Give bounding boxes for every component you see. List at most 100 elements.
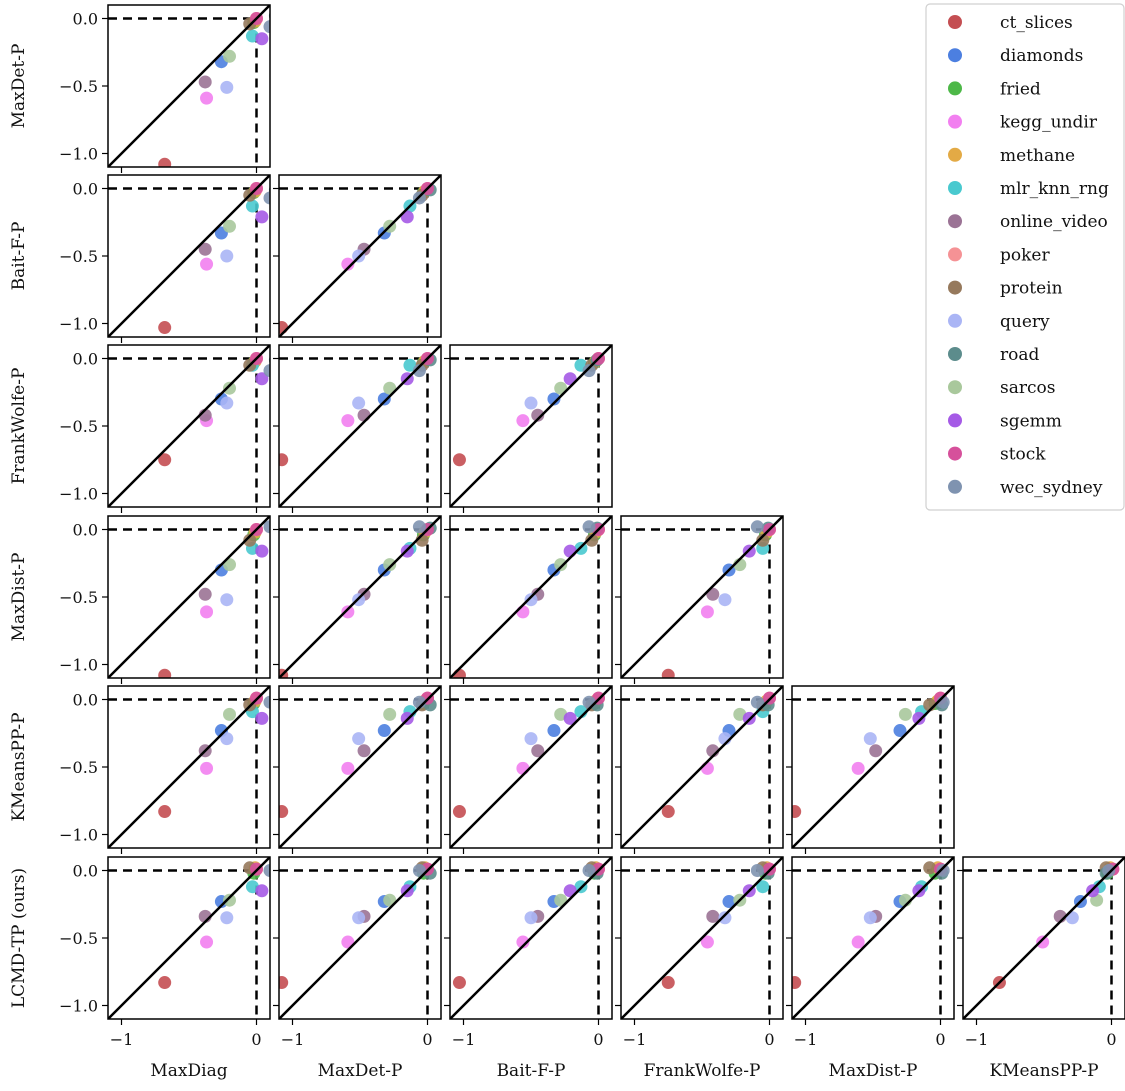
legend-marker xyxy=(948,181,962,195)
panel-2-2 xyxy=(444,344,613,513)
legend-marker xyxy=(948,413,962,428)
point-kegg_undir xyxy=(700,761,714,775)
legend-item-diamonds: diamonds xyxy=(948,46,1083,66)
panel-4-4 xyxy=(786,685,955,854)
legend-item-query: query xyxy=(948,312,1050,332)
identity-line xyxy=(621,686,783,848)
point-ct_slices xyxy=(661,805,675,819)
legend-label: mlr_knn_rng xyxy=(1000,179,1109,199)
point-wec_sydney xyxy=(750,520,764,534)
x-tick-label: 0 xyxy=(1106,1030,1116,1049)
panel-3-2 xyxy=(444,515,613,684)
point-ct_slices xyxy=(279,976,289,990)
x-tick-label: −1 xyxy=(965,1030,989,1049)
y-tick-label: −0.5 xyxy=(59,758,98,777)
legend-marker xyxy=(948,380,962,395)
panel-plot-area xyxy=(108,686,270,848)
point-mlr_knn_rng xyxy=(403,358,417,372)
legend-item-online_video: online_video xyxy=(948,212,1108,232)
panel-1-0: 0.0 −0.5 −1.0 Bait-F-P xyxy=(9,174,271,343)
y-axis-label: MaxDist-P xyxy=(9,553,29,642)
point-ct_slices xyxy=(279,805,289,819)
identity-line xyxy=(792,857,954,1019)
point-ct_slices xyxy=(452,453,466,467)
y-tick-label: −1.0 xyxy=(59,656,98,675)
y-tick-label: −0.5 xyxy=(59,588,98,607)
legend-label: road xyxy=(1000,345,1039,365)
panel-plot-area xyxy=(108,345,270,507)
legend-label: fried xyxy=(1000,79,1041,99)
legend-marker xyxy=(948,214,962,229)
panel-2-0: 0.0 −0.5 −1.0 FrankWolfe-P xyxy=(9,344,271,513)
x-axis-label: MaxDist-P xyxy=(829,1061,918,1081)
legend-label: methane xyxy=(1000,146,1075,166)
x-tick-label: 0 xyxy=(251,1030,261,1049)
y-tick-label: −0.5 xyxy=(59,417,98,436)
point-kegg_undir xyxy=(200,761,214,775)
panel-plot-area xyxy=(450,345,612,507)
y-tick-label: −1.0 xyxy=(59,485,98,504)
point-query xyxy=(524,911,538,925)
legend-label: online_video xyxy=(1000,212,1108,232)
legend-item-mlr_knn_rng: mlr_knn_rng xyxy=(948,179,1109,199)
point-kegg_undir xyxy=(851,935,865,949)
panel-grid: 0.0−0.5−1.0MaxDet-P0.0−0.5−1.0Bait-F-P0.… xyxy=(9,4,1125,1081)
identity-line xyxy=(792,686,954,848)
panel-0-0: 0.0 −0.5 −1.0 MaxDet-P xyxy=(9,4,271,173)
legend-item-road: road xyxy=(948,345,1039,365)
legend-label: kegg_undir xyxy=(1000,113,1098,133)
panel-plot-area xyxy=(108,175,270,337)
point-kegg_undir xyxy=(516,761,530,775)
point-sgemm xyxy=(255,210,269,224)
point-sarcos xyxy=(383,558,397,572)
x-axis-label: Bait-F-P xyxy=(497,1061,566,1081)
legend-marker xyxy=(948,280,962,295)
x-tick-label: 0 xyxy=(935,1030,945,1049)
point-wec_sydney xyxy=(412,520,426,534)
point-ct_slices xyxy=(158,157,172,167)
point-mlr_knn_rng xyxy=(245,199,259,213)
point-sarcos xyxy=(383,707,397,721)
legend-marker xyxy=(948,446,962,461)
panel-plot-area xyxy=(792,857,954,1019)
x-tick-label: −1 xyxy=(110,1030,134,1049)
point-online_video xyxy=(706,909,720,923)
point-kegg_undir xyxy=(851,761,865,775)
point-kegg_undir xyxy=(700,605,714,619)
point-ct_slices xyxy=(792,976,802,990)
panel-1-1 xyxy=(273,174,442,343)
point-online_video xyxy=(357,744,371,758)
panel-5-1: −1 0 MaxDet-P xyxy=(273,856,442,1081)
point-query xyxy=(863,732,877,746)
point-ct_slices xyxy=(158,668,172,678)
x-tick-label: −1 xyxy=(452,1030,476,1049)
point-wec_sydney xyxy=(263,695,270,709)
panel-2-1 xyxy=(273,344,442,513)
point-road xyxy=(268,524,270,532)
legend-label: protein xyxy=(1000,279,1063,299)
point-wec_sydney xyxy=(263,864,270,877)
point-kegg_undir xyxy=(341,605,355,619)
identity-line xyxy=(108,516,270,678)
identity-line xyxy=(108,345,270,507)
point-query xyxy=(220,911,234,925)
point-kegg_undir xyxy=(200,935,214,949)
point-wec_sydney xyxy=(1102,864,1116,877)
point-protein xyxy=(585,533,599,547)
point-diamonds xyxy=(547,724,561,738)
legend-frame xyxy=(925,3,1125,511)
legend-item-fried: fried xyxy=(948,79,1041,99)
point-query xyxy=(352,911,366,925)
point-ct_slices xyxy=(158,976,172,990)
point-kegg_undir xyxy=(200,257,214,271)
point-diamonds xyxy=(722,895,736,909)
point-protein xyxy=(243,533,257,547)
identity-line xyxy=(108,857,270,1019)
panel-5-4: −1 0 MaxDist-P xyxy=(786,856,955,1081)
legend-label: wec_sydney xyxy=(1000,478,1103,498)
y-axis-label: Bait-F-P xyxy=(9,222,29,291)
panel-3-0: 0.0 −0.5 −1.0 MaxDist-P xyxy=(9,515,271,684)
point-wec_sydney xyxy=(412,364,426,378)
panel-5-2: −1 0 Bait-F-P xyxy=(444,856,613,1081)
